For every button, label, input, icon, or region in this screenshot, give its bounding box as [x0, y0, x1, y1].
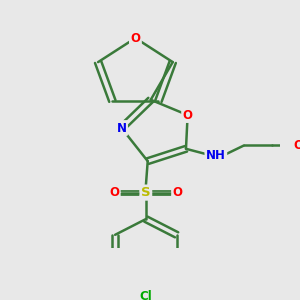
Text: S: S — [141, 186, 151, 199]
Text: O: O — [293, 139, 300, 152]
Text: O: O — [183, 109, 193, 122]
Text: O: O — [109, 186, 119, 199]
Text: NH: NH — [206, 149, 226, 162]
Text: O: O — [130, 32, 140, 45]
Text: N: N — [116, 122, 127, 134]
Text: Cl: Cl — [140, 290, 152, 300]
Text: O: O — [172, 186, 183, 199]
